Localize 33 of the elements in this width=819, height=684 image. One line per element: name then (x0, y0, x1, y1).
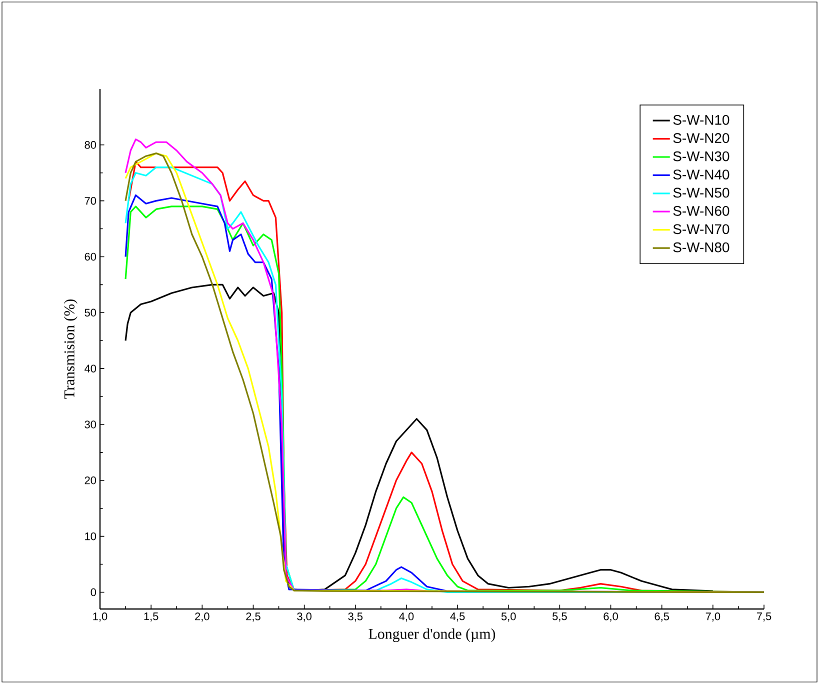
x-tick-label: 6,5 (654, 612, 669, 622)
legend-label: S-W-N20 (673, 133, 730, 144)
x-tick-label: 5,5 (552, 612, 567, 622)
y-tick-label: 80 (84, 141, 96, 149)
x-tick-label: 4,5 (450, 612, 465, 622)
y-tick-label: 30 (84, 420, 96, 428)
x-tick-label: 5,0 (501, 612, 516, 622)
y-tick-label: 40 (84, 364, 96, 372)
x-tick-label: 2,5 (246, 612, 260, 622)
legend-label: S-W-N70 (673, 224, 730, 234)
legend-label: S-W-N60 (673, 206, 730, 216)
legend-label: S-W-N10 (673, 114, 730, 125)
x-tick-label: 7,0 (706, 612, 720, 622)
legend-label: S-W-N40 (673, 170, 730, 180)
x-tick-label: 4,0 (399, 612, 414, 622)
x-tick-label: 6,0 (604, 612, 618, 622)
x-tick-label: 3,0 (297, 612, 312, 622)
x-tick-label: 2,0 (195, 612, 210, 622)
x-tick-label: 3,5 (348, 612, 363, 622)
y-tick-label: 60 (84, 252, 96, 261)
legend-label: S-W-N50 (673, 188, 730, 198)
x-tick-label: 1,0 (93, 612, 108, 622)
x-tick-label: 7,5 (756, 612, 772, 622)
x-tick-label: 1,5 (144, 612, 158, 622)
y-tick-label: 70 (84, 196, 96, 205)
y-tick-label: 10 (85, 532, 96, 540)
y-tick-label: 50 (84, 308, 96, 317)
y-tick-label: 0 (90, 588, 96, 596)
x-axis-title: Longuer d'onde (µm) (368, 628, 496, 642)
legend-label: S-W-N80 (673, 242, 730, 252)
legend-label: S-W-N30 (673, 151, 730, 162)
y-tick-label: 20 (84, 476, 96, 484)
y-axis-title: Transmision (%) (64, 300, 78, 399)
